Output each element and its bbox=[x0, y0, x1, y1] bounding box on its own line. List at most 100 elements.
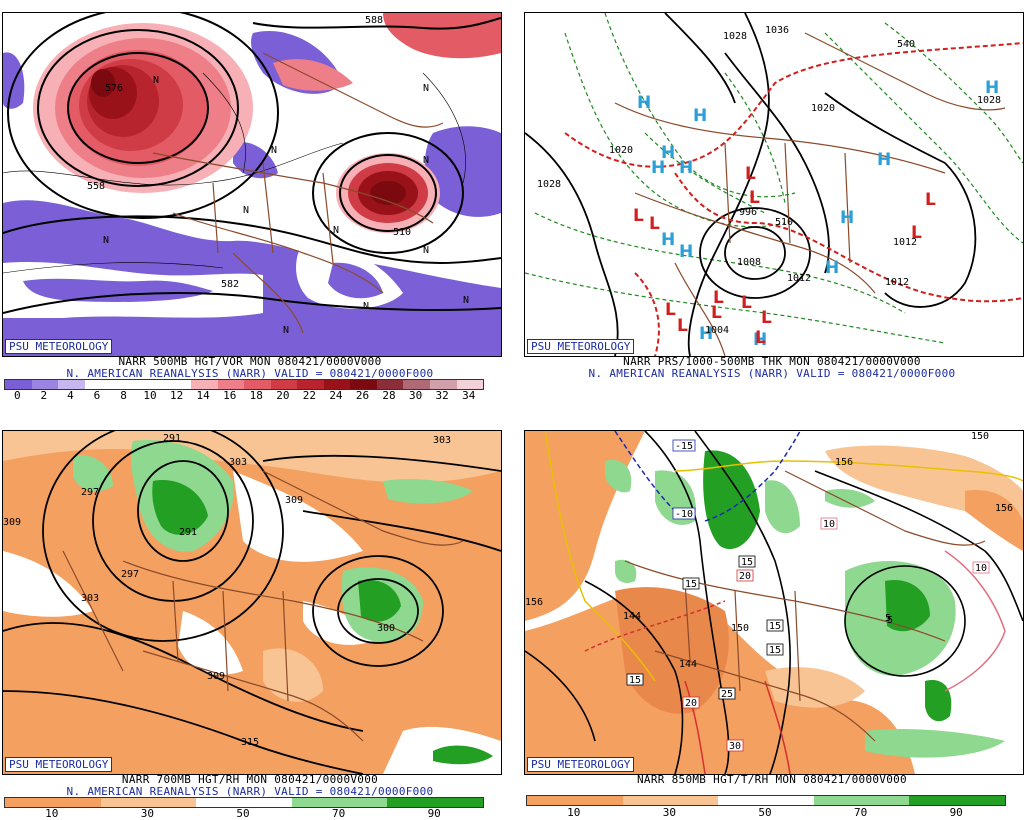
scale-swatch bbox=[5, 380, 32, 389]
scale-tick-label: 50 bbox=[758, 806, 772, 819]
label-box bbox=[672, 507, 696, 520]
low-pressure-marker: L bbox=[633, 206, 644, 226]
scale-swatch bbox=[196, 798, 292, 807]
contour-label: N bbox=[423, 245, 429, 256]
high-pressure-marker: H bbox=[699, 324, 713, 344]
scale-tick-label: 30 bbox=[662, 806, 677, 819]
high-pressure-marker: H bbox=[651, 158, 665, 178]
label-box bbox=[738, 555, 756, 568]
label-box bbox=[682, 696, 700, 709]
high-pressure-marker: H bbox=[679, 158, 693, 178]
contour-label: 156 bbox=[835, 457, 853, 468]
contour-label: 5 bbox=[887, 615, 893, 626]
caption-line2: N. AMERICAN REANALYSIS (NARR) VALID = 08… bbox=[66, 785, 434, 798]
contour-label: 15 bbox=[685, 579, 697, 590]
scale-swatch bbox=[58, 380, 85, 389]
contour-label: 582 bbox=[221, 279, 239, 290]
contour-label: N bbox=[423, 83, 429, 94]
rh-color-scale bbox=[526, 795, 1006, 806]
low-pressure-marker: L bbox=[677, 316, 688, 336]
label-box bbox=[972, 561, 990, 574]
scale-swatch bbox=[376, 380, 404, 389]
caption-line1: NARR 850MB HGT/T/RH MON 080421/0000V000 bbox=[637, 773, 907, 786]
high-pressure-marker: H bbox=[877, 150, 891, 170]
low-pressure-marker: L bbox=[741, 293, 752, 313]
high-pressure-marker: H bbox=[753, 330, 767, 350]
contour-label: 20 bbox=[739, 571, 751, 582]
label-box bbox=[766, 643, 784, 656]
scale-swatch bbox=[164, 380, 191, 389]
scale-tick-label: 2 bbox=[40, 389, 48, 402]
scale-tick-label: 32 bbox=[435, 389, 449, 402]
high-pressure-marker: H bbox=[693, 106, 707, 126]
scale-tick-label: 30 bbox=[140, 807, 155, 820]
scale-swatch bbox=[813, 796, 910, 805]
map-500mb: 588 576 558 510 582 N N N N N N N N N N N PSU METEOROLO… bbox=[2, 12, 502, 357]
contour-label: 996 bbox=[739, 207, 757, 218]
scale-tick-label: 70 bbox=[853, 806, 868, 819]
label-box bbox=[766, 619, 784, 632]
high-pressure-marker: H bbox=[985, 78, 999, 98]
scale-swatch bbox=[297, 380, 324, 389]
scale-swatch bbox=[190, 380, 218, 389]
contour-label: 1012 bbox=[893, 237, 917, 248]
contour-label: 10 bbox=[823, 519, 835, 530]
contour-label: 15 bbox=[769, 645, 781, 656]
scale-swatch bbox=[456, 380, 484, 389]
contour-label: 1028 bbox=[723, 31, 747, 42]
contour-label: N bbox=[103, 235, 109, 246]
panel-700mb-rh: 291 303 297 303 309 303 297 291 309 300 315 309 PSU… bbox=[0, 418, 502, 820]
contour-label: N bbox=[363, 301, 369, 312]
scale-tick-label: 70 bbox=[331, 807, 346, 820]
low-pressure-marker: L bbox=[911, 223, 922, 243]
map-500mb-svg: 588 576 558 510 582 N N N N N N N N N N N bbox=[3, 13, 501, 356]
scale-tick-label: 10 bbox=[45, 807, 59, 820]
low-pressure-marker: L bbox=[665, 300, 676, 320]
contour-label: -15 bbox=[675, 441, 693, 452]
contour-label: 30 bbox=[729, 741, 741, 752]
isobar-labels: 1036 1028 1020 1028 1020 1028 1008 996 1004 1012 1… bbox=[537, 25, 1001, 336]
scale-tick-label: 50 bbox=[236, 807, 250, 820]
scale-tick-label: 8 bbox=[120, 389, 127, 402]
contour-label: 15 bbox=[741, 557, 753, 568]
scale-swatch bbox=[350, 380, 377, 389]
low-pressure-marker: L bbox=[925, 190, 936, 210]
psu-badge: PSU METEOROLOGY bbox=[527, 339, 635, 354]
contour-label: 144 bbox=[679, 659, 697, 670]
map-700mb: 291 303 297 303 309 303 297 291 309 300 315 309 PSU… bbox=[2, 430, 502, 775]
contour-label: 15 bbox=[769, 621, 781, 632]
contour-label: 540 bbox=[897, 39, 915, 50]
contour-label: 510 bbox=[775, 217, 793, 228]
scale-tick-label: 4 bbox=[67, 389, 74, 402]
low-pressure-marker: L bbox=[745, 164, 756, 184]
scale-tick-label: 0 bbox=[13, 389, 21, 402]
contour-label: 303 bbox=[229, 457, 247, 468]
scale-swatch bbox=[527, 796, 623, 805]
contour-label: 576 bbox=[105, 83, 123, 94]
scale-swatch bbox=[100, 798, 197, 807]
scale-swatch bbox=[718, 796, 814, 805]
scale-tick-label: 10 bbox=[567, 806, 581, 819]
scale-swatch bbox=[244, 380, 271, 389]
rh-color-scale bbox=[4, 797, 484, 808]
high-pressure-marker: H bbox=[661, 230, 675, 250]
map-850mb: 156 150 156 156 144 144 150 -15 -10 15 15 20 15 15 25 2… bbox=[524, 430, 1024, 775]
scale-tick-label: 90 bbox=[949, 806, 963, 819]
scale-tick-label: 20 bbox=[276, 389, 290, 402]
scale-tick-label: 10 bbox=[143, 389, 157, 402]
scale-tick-label: 18 bbox=[249, 389, 263, 402]
low-pressure-marker: L bbox=[761, 308, 772, 328]
caption-line2: N. AMERICAN REANALYSIS (NARR) VALID = 08… bbox=[66, 367, 434, 380]
psu-badge: PSU METEOROLOGY bbox=[5, 757, 113, 772]
scale-tick-label: 34 bbox=[462, 389, 476, 402]
scale-tick-label: 30 bbox=[408, 389, 423, 402]
scale-swatch bbox=[387, 798, 483, 807]
scale-tick-label: 24 bbox=[329, 389, 343, 402]
scale-swatch bbox=[137, 380, 165, 389]
contour-label: 156 bbox=[995, 503, 1013, 514]
contour-label: 144 bbox=[623, 611, 641, 622]
scale-tick-label: 28 bbox=[382, 389, 396, 402]
